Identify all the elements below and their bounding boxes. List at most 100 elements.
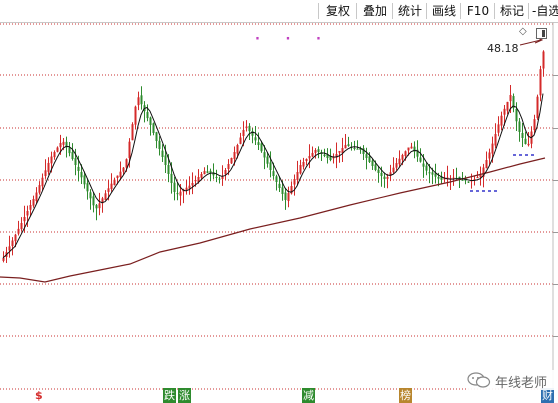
- candle-body: [335, 154, 338, 158]
- candle-body: [371, 160, 374, 166]
- limit-down-tag[interactable]: 跌: [163, 388, 176, 403]
- candle-body: [71, 152, 74, 159]
- axis-tick: [553, 75, 558, 76]
- candle-body: [38, 185, 41, 193]
- candle-body: [32, 199, 35, 206]
- candle-body: [134, 106, 137, 125]
- candle-body: [140, 95, 143, 105]
- candle-body: [44, 170, 47, 177]
- candle-body: [104, 193, 107, 200]
- candle-body: [359, 147, 362, 150]
- diamond-icon[interactable]: ◇: [519, 26, 527, 37]
- candle-body: [155, 132, 158, 141]
- candle-body: [272, 171, 275, 176]
- candle-body: [173, 182, 176, 192]
- candle-body: [191, 183, 194, 186]
- candle-body: [14, 234, 17, 242]
- candle-body: [164, 155, 167, 165]
- candle-body: [269, 162, 272, 170]
- candle-body: [293, 179, 296, 185]
- candle-body: [194, 180, 197, 182]
- candle-body: [386, 176, 389, 179]
- financial-report-tag[interactable]: 财: [541, 388, 554, 403]
- candle-body: [248, 125, 251, 132]
- candle-body: [380, 172, 383, 176]
- candle-body: [149, 117, 152, 125]
- reduction-tag[interactable]: 减: [302, 388, 315, 403]
- candle-body: [353, 148, 356, 149]
- candle-body: [374, 164, 377, 170]
- add-watchlist-button[interactable]: -自选: [528, 3, 558, 19]
- candle-body: [188, 185, 191, 189]
- candle-body: [398, 158, 401, 165]
- candle-body: [491, 143, 494, 154]
- candle-body: [326, 154, 329, 158]
- candle-body: [437, 177, 440, 179]
- candle-body: [458, 176, 461, 180]
- candle-body: [80, 171, 83, 178]
- candle-body: [290, 186, 293, 194]
- panel-toggle-icon[interactable]: [536, 28, 547, 39]
- candle-body: [500, 115, 503, 126]
- candle-body: [20, 223, 23, 230]
- candle-body: [443, 178, 446, 180]
- axis-tick: [553, 284, 558, 285]
- candle-body: [62, 141, 65, 145]
- ranking-tag[interactable]: 榜: [399, 388, 412, 403]
- candle-body: [53, 152, 56, 158]
- candle-body: [113, 179, 116, 185]
- candle-body: [365, 154, 368, 158]
- candle-body: [287, 193, 290, 201]
- short-moving-average-line: [2, 93, 544, 259]
- candle-body: [65, 141, 68, 148]
- candle-body: [254, 137, 257, 141]
- candle-body: [278, 183, 281, 188]
- candle-body: [95, 205, 98, 209]
- candle-body: [260, 143, 263, 152]
- candle-body: [8, 246, 11, 251]
- candle-body: [23, 217, 26, 222]
- candle-body: [473, 179, 476, 181]
- overlay-button[interactable]: 叠加: [356, 3, 393, 19]
- candle-body: [224, 170, 227, 175]
- dividend-tag[interactable]: $: [35, 389, 43, 402]
- candle-body: [236, 145, 239, 154]
- candle-body: [494, 134, 497, 146]
- candle-body: [266, 156, 269, 164]
- candle-body: [17, 228, 20, 234]
- wechat-icon: [467, 372, 491, 388]
- axis-tick: [553, 336, 558, 337]
- draw-line-button[interactable]: 画线: [426, 3, 461, 19]
- candlesticks: [2, 50, 545, 264]
- last-price-label: 48.18: [487, 42, 519, 55]
- watermark-text: 年线老师: [495, 376, 548, 391]
- candle-body: [431, 172, 434, 175]
- candle-body: [410, 146, 413, 149]
- candle-body: [203, 171, 206, 175]
- candle-body: [131, 124, 134, 141]
- candle-body: [83, 175, 86, 185]
- candle-body: [11, 240, 14, 246]
- candle-body: [137, 97, 140, 106]
- statistics-button[interactable]: 统计: [392, 3, 427, 19]
- candle-body: [89, 192, 92, 199]
- candle-body: [245, 126, 248, 129]
- mark-button[interactable]: 标记: [494, 3, 529, 19]
- candle-body: [185, 187, 188, 190]
- candle-body: [29, 205, 32, 210]
- candle-body: [323, 154, 326, 156]
- candle-body: [119, 171, 122, 177]
- candle-body: [284, 192, 287, 200]
- adjust-button[interactable]: 复权: [318, 3, 357, 19]
- candle-body: [503, 108, 506, 115]
- candle-body: [527, 143, 530, 146]
- candle-body: [401, 155, 404, 160]
- candle-body: [308, 156, 311, 159]
- limit-up-tag[interactable]: 涨: [178, 388, 191, 403]
- candle-body: [524, 138, 527, 144]
- candle-body: [215, 176, 218, 178]
- candle-body: [35, 192, 38, 201]
- f10-button[interactable]: F10: [460, 3, 495, 19]
- candle-body: [428, 172, 431, 174]
